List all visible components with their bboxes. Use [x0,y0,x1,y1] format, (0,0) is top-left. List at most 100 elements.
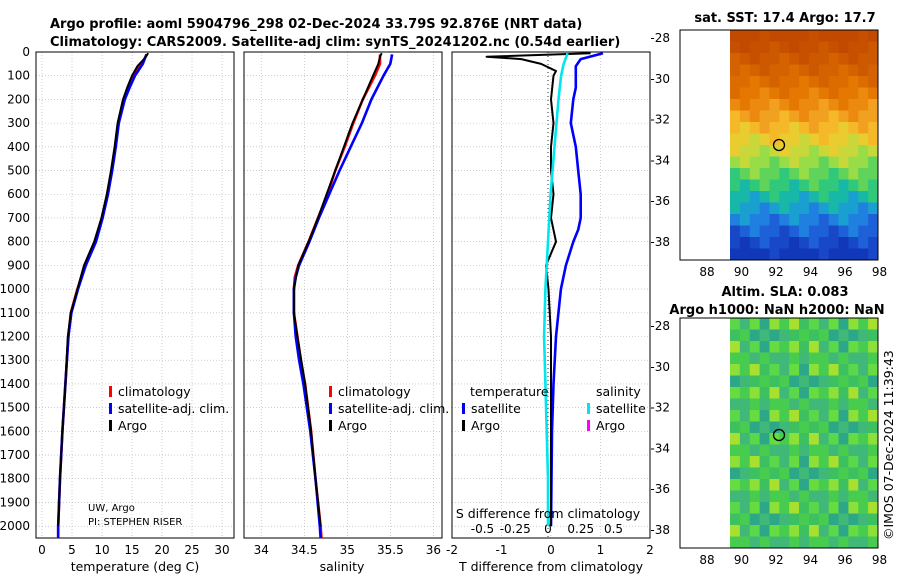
sst-cell [739,225,751,238]
sla-cell [749,456,761,468]
sst-cell [818,53,830,65]
salinity-xlabel: salinity [320,559,365,574]
sla-cell [828,525,840,537]
sst-cell [749,110,761,123]
sla-cell [749,421,761,434]
sst-cell [868,133,879,146]
sla-cell [789,479,800,491]
sla-cell [779,444,790,457]
sst-cell [808,191,820,203]
sla-cell [759,525,770,537]
sst-cell [808,64,820,77]
sla-cell [818,410,830,422]
sst-cell [779,133,790,146]
map-y-tick-label: -36 [650,482,670,496]
sla-cell [759,387,770,399]
sst-cell [808,202,820,215]
sst-cell [739,191,751,203]
sla-cell [858,444,869,457]
sst-cell [769,110,780,123]
legend-label: Argo [118,418,147,433]
sst-cell [759,168,770,180]
x-tick-label: -1 [496,543,508,557]
sst-cell [838,99,849,111]
sst-cell [848,30,859,42]
sst-cell [779,214,790,226]
sla-cell [828,433,840,445]
sst-cell [759,87,770,100]
sla-cell [779,502,790,514]
sla-cell [730,502,741,514]
x-tick-label: 30 [214,543,229,557]
sla-cell [808,318,820,330]
legend-label: satellite-adj. clim. [338,401,449,416]
sst-cell [749,64,761,77]
sst-cell [808,225,820,238]
sla-cell [759,513,770,526]
sst-cell [808,168,820,180]
sst-cell [779,122,790,134]
sst-cell [868,53,879,65]
sla-cell [838,525,849,537]
sst-cell [789,122,800,134]
sla-cell [759,318,770,330]
sst-cell [848,214,859,226]
sst-cell [769,191,780,203]
legend-label: satellite [471,401,521,416]
sst-cell [769,179,780,192]
sla-cell [749,375,761,388]
sst-cell [739,156,751,169]
x-tick-label: 2 [646,543,654,557]
sst-cell [868,191,879,203]
x-tick-label: 10 [94,543,109,557]
argo-location-marker [772,138,786,152]
sla-cell [759,536,770,549]
map-y-tick-label: -30 [650,72,670,86]
sst-cell [868,110,879,123]
sst-cell [779,64,790,77]
sst-cell [838,41,849,54]
sla-cell [759,398,770,411]
sla-cell [828,421,840,434]
legend-marker-satellite [109,403,112,414]
sst-cell [808,156,820,169]
map-y-tick-label: -28 [650,31,670,45]
sla-cell [868,444,879,457]
sla-cell [858,364,869,376]
sst-cell [730,225,741,238]
sla-cell [789,364,800,376]
sst-cell [848,53,859,65]
sst-cell [848,202,859,215]
sla-cell [730,433,741,445]
sst-cell [759,214,770,226]
sst-cell [808,53,820,65]
sla-cell [808,329,820,342]
sla-cell [818,456,830,468]
note-uw-argo: UW, Argo [88,503,135,514]
sla-cell [838,387,849,399]
sla-cell [739,329,751,342]
sst-cell [769,202,780,215]
sla-cell [848,329,859,342]
sst-cell [838,156,849,169]
x-tick-label: 1 [597,543,605,557]
sla-cell [759,341,770,353]
sla-cell [739,318,751,330]
sla-cell [739,398,751,411]
series-line-argo [292,52,383,527]
sla-cell [730,513,741,526]
sst-cell [868,99,879,111]
sst-cell [818,99,830,111]
sst-cell [848,225,859,238]
sst-cell [739,53,751,65]
sst-cell [779,76,790,88]
sla-cell [868,513,879,526]
sst-cell [848,76,859,88]
sla-cell [769,352,780,365]
sla-cell [730,456,741,468]
sla-cell [838,490,849,503]
sla-cell [759,410,770,422]
sst-cell [779,179,790,192]
sst-cell [868,64,879,77]
sst-cell [818,214,830,226]
